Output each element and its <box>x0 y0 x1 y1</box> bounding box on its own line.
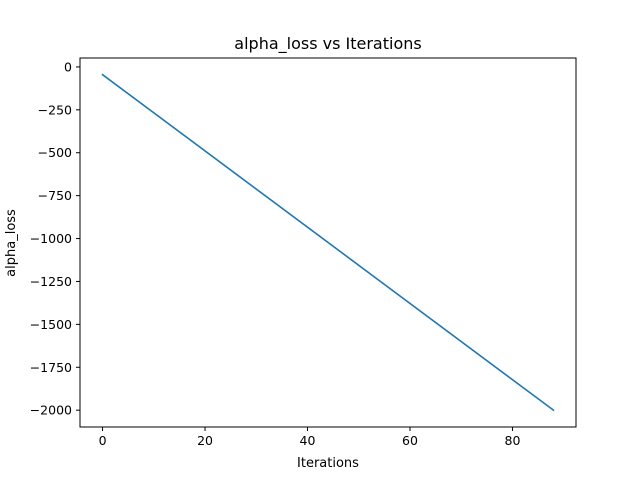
y-tick-label: −750 <box>38 188 72 203</box>
x-axis-label: Iterations <box>297 456 359 471</box>
y-tick-label: −500 <box>38 145 72 160</box>
plot-frame <box>79 57 577 428</box>
x-tick-label: 80 <box>505 433 521 448</box>
x-axis: 0 20 40 60 80 <box>99 427 521 448</box>
x-tick-label: 0 <box>99 433 107 448</box>
y-axis-label: alpha_loss <box>4 209 19 277</box>
y-tick-label: −1000 <box>30 231 72 246</box>
x-tick-label: 40 <box>300 433 316 448</box>
y-tick-label: −1500 <box>30 317 72 332</box>
plot-series <box>101 73 555 412</box>
y-tick-label: −1750 <box>30 360 72 375</box>
x-tick-label: 20 <box>197 433 213 448</box>
y-tick-label: 0 <box>64 59 72 74</box>
series-line <box>101 73 555 412</box>
y-tick-label: −1250 <box>30 274 72 289</box>
y-tick-label: −2000 <box>30 403 72 418</box>
y-axis: 0 −250 −500 −750 −1000 −1250 −1500 −1750 −2000 <box>30 59 80 418</box>
x-tick-label: 60 <box>402 433 418 448</box>
chart-title: alpha_loss vs Iterations <box>234 34 421 54</box>
y-tick-label: −250 <box>38 102 72 117</box>
